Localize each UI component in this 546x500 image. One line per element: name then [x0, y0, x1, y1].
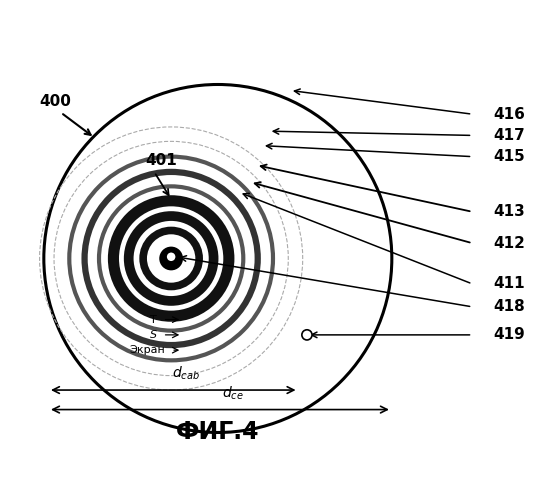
Text: 400: 400 — [39, 94, 72, 109]
Circle shape — [166, 252, 176, 262]
Circle shape — [159, 246, 183, 270]
Text: 417: 417 — [494, 128, 525, 143]
Text: 413: 413 — [494, 204, 525, 220]
Text: 412: 412 — [494, 236, 526, 250]
Text: S: S — [150, 330, 157, 340]
Text: 415: 415 — [494, 149, 525, 164]
Text: 419: 419 — [494, 328, 525, 342]
Text: Т: Т — [150, 314, 157, 324]
Text: Экран: Экран — [129, 345, 165, 355]
Text: 416: 416 — [494, 106, 526, 122]
Circle shape — [302, 330, 312, 340]
Text: 401: 401 — [146, 154, 177, 168]
Text: $d_{ce}$: $d_{ce}$ — [222, 384, 244, 402]
Text: 418: 418 — [494, 300, 525, 314]
Text: 411: 411 — [494, 276, 525, 291]
Text: ФИГ.4: ФИГ.4 — [176, 420, 259, 444]
Text: $d_{cab}$: $d_{cab}$ — [172, 365, 200, 382]
